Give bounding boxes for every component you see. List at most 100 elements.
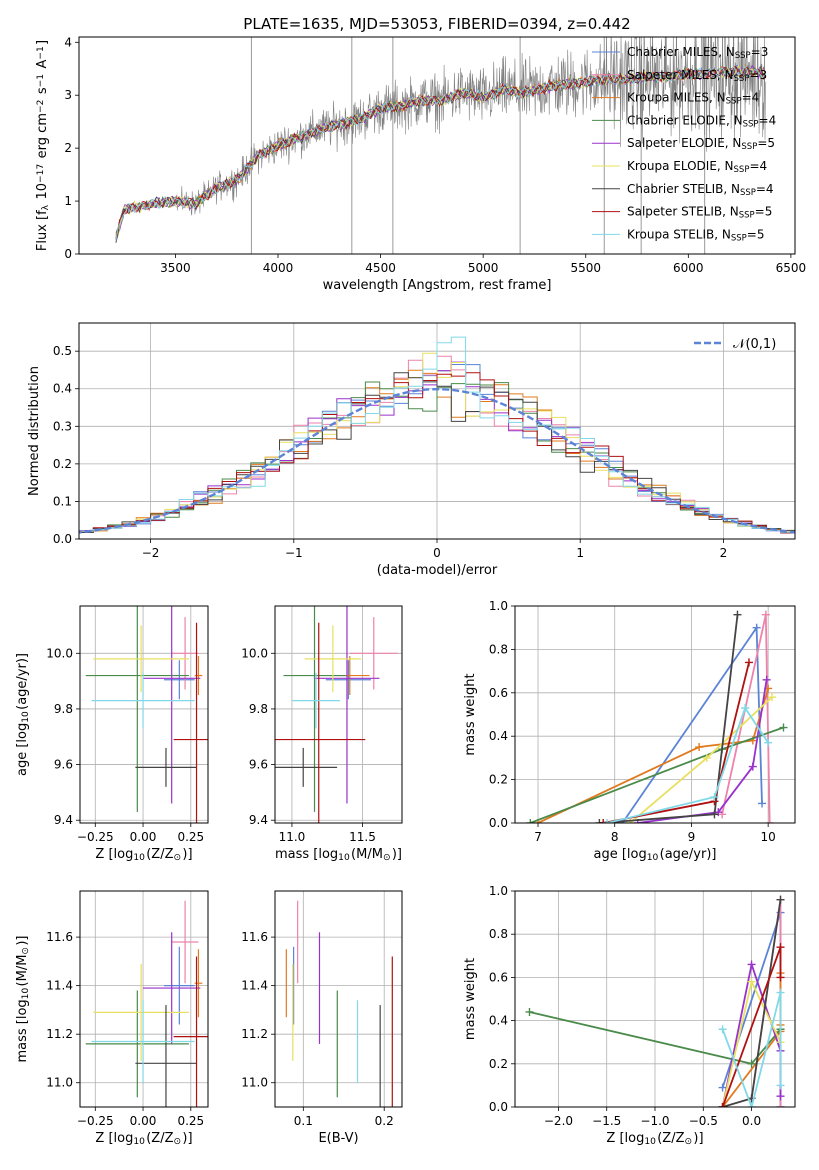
- x-tick-label: 0.00: [130, 1114, 157, 1128]
- legend-spectrum: Chabrier MILES, NSSP=3 Salpeter MILES, NS…: [592, 45, 776, 243]
- model-spectrum: [115, 65, 767, 241]
- y-tick-label: 0.2: [53, 457, 72, 471]
- weight-marker: [767, 693, 776, 702]
- y-tick-label: 0.4: [489, 729, 508, 743]
- weight-marker: [747, 1059, 756, 1068]
- x-axis-label: age [log10 (age/yr)]: [594, 847, 717, 863]
- x-tick-label: −0.25: [77, 830, 114, 844]
- plot-area-spectrum: [115, 37, 767, 254]
- frame-weight_vs_Z: −2.0 −1.5 −1.0 −0.5 0.0 0.0 0.2 0.4 0.6 0.8 1.0 Z […: [463, 884, 796, 1147]
- y-tick-label: 9.4: [249, 813, 268, 827]
- y-tick-label: 9.6: [54, 758, 73, 772]
- y-tick-label: 11.6: [46, 930, 73, 944]
- y-tick-label: 0.0: [53, 532, 72, 546]
- x-tick-label: −1.0: [640, 1114, 669, 1128]
- weight-marker: [776, 1103, 785, 1107]
- x-axis-label: Z [log10 (Z/Z⊙ )]: [95, 1131, 192, 1147]
- y-tick-label: 0: [64, 247, 72, 261]
- y-tick-label: 0.8: [489, 642, 508, 656]
- x-tick-label: 0.00: [130, 830, 157, 844]
- frame-weight_vs_age: 7 8 9 10 0.0 0.2 0.4 0.6 0.8 1.0 age [log10 (age/y…: [463, 599, 796, 863]
- y-tick-label: 0.3: [53, 419, 72, 433]
- y-tick-label: 0.8: [489, 927, 508, 941]
- weight-marker: [776, 973, 785, 982]
- x-axis-label: wavelength [Angstrom, rest frame]: [323, 278, 552, 293]
- frame-spectrum: 3500 4000 4500 5000 5500 6000 6500 0 1 2 3 4 wavelen…: [35, 35, 806, 293]
- x-tick-label: −2.0: [544, 1114, 573, 1128]
- model-spectrum: [115, 64, 767, 243]
- x-tick-label: 0: [433, 546, 441, 560]
- x-tick-label: −0.25: [77, 1114, 114, 1128]
- weight-marker: [526, 819, 535, 823]
- y-axis-label: mass [log10 (M/M⊙ )]: [15, 935, 31, 1062]
- x-tick-label: 6500: [776, 261, 807, 275]
- plot-area-weight_vs_age: [526, 610, 788, 823]
- x-axis-label: E(B-V): [318, 1131, 358, 1146]
- weight-marker: [776, 988, 785, 997]
- weight-marker: [695, 743, 704, 752]
- legend-entry: Kroupa ELODIE, NSSP=4: [627, 159, 767, 175]
- weight-marker: [765, 819, 774, 823]
- axes-weight_vs_age: 7 8 9 10 0.0 0.2 0.4 0.6 0.8 1.0 age [log10 (age/y…: [463, 599, 796, 863]
- weight-marker: [762, 675, 771, 684]
- y-tick-label: 9.8: [249, 702, 268, 716]
- weight-marker: [761, 610, 770, 619]
- y-tick-label: 11.2: [241, 1027, 268, 1041]
- axes-frame: [79, 890, 209, 1108]
- weight-line: [721, 992, 782, 1107]
- y-tick-label: 0.6: [489, 686, 508, 700]
- x-tick-label: 2: [720, 546, 728, 560]
- gaussian-curve: [79, 387, 795, 534]
- x-tick-label: 11.0: [279, 830, 306, 844]
- legend-entry: Salpeter ELODIE, NSSP=5: [627, 136, 775, 152]
- y-tick-label: 11.6: [241, 930, 268, 944]
- x-tick-label: 0.25: [177, 1114, 204, 1128]
- weight-marker: [776, 1092, 785, 1101]
- x-tick-label: 0.1: [294, 1114, 313, 1128]
- weight-marker: [752, 623, 761, 632]
- weight-marker: [718, 1083, 727, 1092]
- axes-mass_vs_Z: −0.25 0.00 0.25 11.0 11.2 11.4 11.6 Z [log10 (Z…: [15, 890, 209, 1147]
- frame-residuals: −2 −1 0 1 2 0.0 0.1 0.2 0.3 0.4 0.5 (data-model)/er…: [27, 322, 796, 578]
- y-tick-label: 2: [64, 141, 72, 155]
- axes-frame: [274, 890, 403, 1108]
- frame-age_vs_mass: 11.0 11.5 9.4 9.6 9.8 10.0 mass [log10 (M/M⊙ )…: [241, 605, 403, 863]
- weight-marker: [710, 810, 719, 819]
- weight-marker: [764, 738, 773, 747]
- axes-age_vs_Z: −0.25 0.00 0.25 9.4 9.6 9.8 10.0 Z [log10 (Z/Z⊙…: [15, 605, 209, 863]
- weight-line: [606, 705, 769, 823]
- legend-entry: Kroupa MILES, NSSP=4: [627, 91, 759, 107]
- x-axis-label: Z [log10 (Z/Z⊙ )]: [606, 1131, 703, 1147]
- y-tick-label: 0.5: [53, 344, 72, 358]
- axes-age_vs_mass: 11.0 11.5 9.4 9.6 9.8 10.0 mass [log10 (M/M⊙ )…: [241, 605, 403, 863]
- y-axis-label: age [log10 (age/yr)]: [15, 653, 31, 776]
- weight-marker: [599, 819, 608, 823]
- frame-mass_vs_Z: −0.25 0.00 0.25 11.0 11.2 11.4 11.6 Z [log10 (Z…: [15, 890, 209, 1147]
- weight-marker: [779, 723, 788, 732]
- x-tick-label: 11.5: [349, 830, 376, 844]
- weight-marker: [741, 703, 750, 712]
- y-tick-label: 11.4: [46, 979, 73, 993]
- plot-area-residuals: [79, 336, 795, 535]
- axes-weight_vs_Z: −2.0 −1.5 −1.0 −0.5 0.0 0.0 0.2 0.4 0.6 0.8 1.0 Z […: [463, 884, 796, 1147]
- x-tick-label: 6000: [673, 261, 704, 275]
- weight-marker: [603, 819, 612, 823]
- weight-marker: [718, 1025, 727, 1034]
- y-axis-label: mass weight: [463, 673, 478, 755]
- x-tick-label: −1: [285, 546, 303, 560]
- y-tick-label: 1: [64, 194, 72, 208]
- weight-marker: [595, 819, 604, 823]
- x-tick-label: 10: [761, 830, 776, 844]
- y-tick-label: 0.1: [53, 494, 72, 508]
- axes-mass_vs_EBV: 0.1 0.2 11.0 11.2 11.4 11.6 E(B-V): [241, 890, 403, 1146]
- y-axis-label: Flux [fλ 10−17 erg cm−2 s−1 A−1 ]: [35, 40, 51, 251]
- weight-marker: [710, 792, 719, 801]
- weight-marker: [525, 1007, 534, 1016]
- x-tick-label: 0.2: [375, 1114, 394, 1128]
- x-tick-label: 5000: [468, 261, 499, 275]
- weight-marker: [744, 658, 753, 667]
- axes-frame: [79, 605, 209, 824]
- x-tick-label: 8: [611, 830, 619, 844]
- plot-area-mass_vs_Z: [85, 900, 208, 1107]
- y-tick-label: 1.0: [489, 599, 508, 613]
